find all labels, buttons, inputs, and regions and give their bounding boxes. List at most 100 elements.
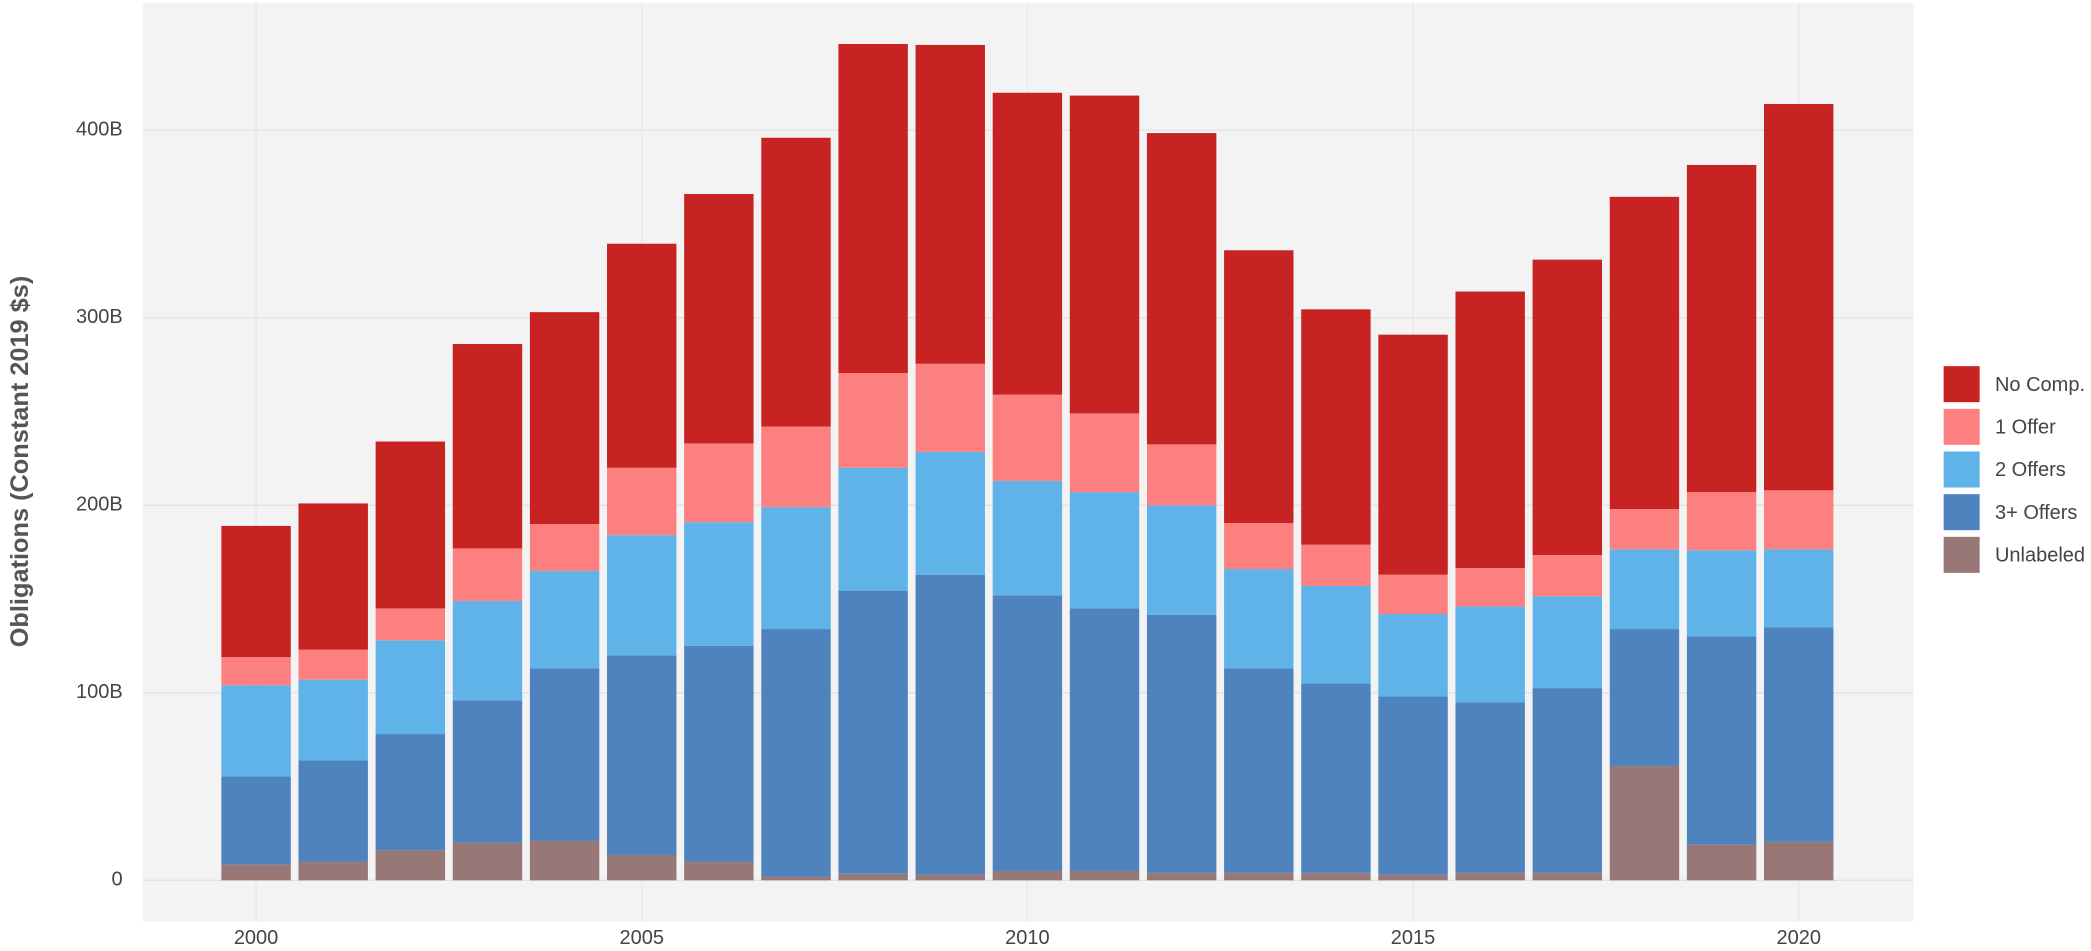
legend-label: 2 Offers [1995,459,2066,481]
bar-segment [452,842,523,881]
bar-segment [992,870,1063,881]
bar-segment [221,657,291,686]
bar-segment [1146,444,1217,506]
bar-segment [1069,608,1140,871]
bar-segment [1224,872,1294,881]
bar-segment [298,760,368,862]
bar-segment [529,570,600,669]
legend-label: Unlabeled [1995,544,2085,566]
bar-segment [1378,574,1448,615]
y-tick-label: 300B [76,306,123,328]
bar-segment [529,312,600,525]
bar-segment [298,679,368,761]
bar-segment [221,864,291,881]
bar-segment [298,649,368,680]
bar-segment [1532,872,1603,881]
bar-segment [452,548,523,601]
bar-segment [761,629,831,877]
bar-segment [1686,636,1757,845]
bar-segment [1609,196,1680,510]
bar-segment [221,525,291,658]
bar-segment [221,776,291,865]
x-tick-label: 2015 [1391,927,1436,949]
bar-segment [1378,874,1448,881]
bar-segment [298,861,368,881]
bar-segment [452,344,523,549]
bar-segment [1146,505,1217,615]
bar-segment [529,524,600,571]
legend-swatch [1942,450,1981,489]
bar-segment [1455,872,1525,881]
bar-segment [1301,309,1371,545]
bar-segment [684,645,754,862]
bar-segment [529,668,600,841]
bar-segment [761,137,831,427]
bar-segment [761,507,831,630]
bar-segment [838,590,908,874]
bar-segment [452,600,523,701]
y-tick-label: 0 [112,869,123,891]
bar-segment [838,467,908,591]
x-tick-label: 2020 [1776,927,1820,949]
bar-segment [838,44,908,374]
bar-segment [1686,492,1757,551]
bar-segment [1069,413,1140,493]
bar-segment [1686,844,1757,881]
bar-segment [1686,550,1757,637]
y-tick-label: 100B [76,681,123,703]
bar-segment [607,467,677,536]
bar-segment [1146,133,1217,445]
bar-segment [1224,523,1294,570]
x-tick-label: 2005 [619,927,664,949]
y-tick-label: 400B [76,119,123,141]
bar-segment [1301,585,1371,684]
bar-segment [1455,568,1525,607]
bar-segment [1532,259,1603,555]
bar-segment [761,426,831,508]
bar-segment [761,876,831,881]
bar-segment [1764,104,1834,491]
bar-segment [1455,606,1525,703]
bar-segment [1455,702,1525,873]
y-tick-label: 200B [76,494,123,516]
bar-segment [1609,765,1680,881]
bar-segment [375,441,446,609]
bar-segment [1764,841,1834,881]
bar-segment [1301,872,1371,881]
bar-segment [1686,164,1757,493]
bar-segment [1224,250,1294,524]
bar-segment [1224,668,1294,873]
bar-segment [221,685,291,777]
bar-segment [607,535,677,656]
bar-segment [1764,490,1834,550]
bar-segment [607,855,677,881]
bar-segment [1378,334,1448,575]
x-tick-label: 2000 [234,927,279,949]
y-axis-title: Obligations (Constant 2019 $s) [6,276,34,648]
bar-segment [607,243,677,468]
bar-segment [1069,492,1140,609]
bar-segment [452,700,523,843]
bar-segment [992,480,1063,596]
bar-segment [992,595,1063,871]
bar-segment [375,608,446,641]
bar-segment [375,640,446,735]
bar-segment [915,363,985,452]
legend-swatch [1942,535,1981,575]
bar-segment [1455,291,1525,569]
bar-segment [915,574,985,875]
bar-segment [375,850,446,881]
bar-segment [1301,544,1371,586]
bar-segment [1609,509,1680,550]
bar-segment [1301,683,1371,873]
bar-segment [1224,569,1294,669]
bar-segment [684,443,754,523]
bar-segment [915,451,985,575]
bar-segment [838,373,908,468]
bar-segment [1378,614,1448,697]
bar-segment [1069,95,1140,414]
legend-swatch [1942,364,1981,404]
legend-label: 3+ Offers [1995,502,2077,524]
bar-segment [684,194,754,444]
